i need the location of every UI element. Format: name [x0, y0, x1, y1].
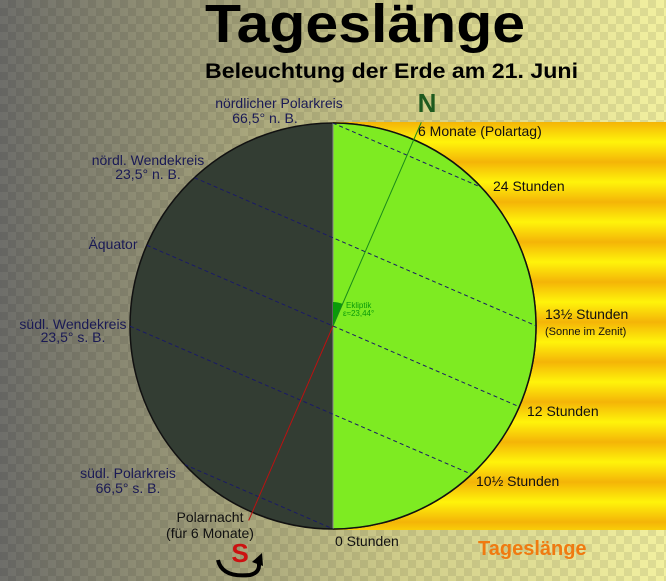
earth-axis-north [332, 122, 422, 327]
label-equator: Äquator [88, 236, 137, 252]
label-polar-night: Polarnacht [177, 509, 244, 525]
day-length-south-pole: 0 Stunden [335, 533, 399, 549]
day-length-zenith-note: (Sonne im Zenit) [545, 326, 626, 338]
day-length-tropic-s: 10½ Stunden [476, 473, 559, 489]
earth-axis-south [248, 325, 334, 521]
title: Tageslänge [205, 0, 525, 54]
ecliptic-value: ε≈23,44° [343, 309, 374, 318]
label-antarctic-circle: südl. Polarkreis [80, 465, 176, 481]
rotation-arrow-icon [216, 559, 261, 578]
rotation-arrow-head [252, 553, 263, 566]
day-length-equator: 12 Stunden [527, 403, 599, 419]
label-arctic-circle: nördlicher Polarkreis [215, 95, 343, 111]
label-antarctic-circle-deg: 66,5° s. B. [96, 480, 161, 496]
north-label: N [418, 88, 437, 118]
earth [129, 122, 537, 530]
legend-label: Tageslänge [478, 538, 587, 560]
label-tropic-cancer: nördl. Wendekreis [92, 152, 205, 168]
earth-day-side [333, 122, 537, 530]
day-length-arctic: 24 Stunden [493, 178, 565, 194]
latitude-line [194, 177, 536, 327]
label-polar-night-duration: (für 6 Monate) [166, 525, 254, 541]
label-arctic-circle-deg: 66,5° n. B. [232, 110, 298, 126]
label-tropic-capricorn: südl. Wendekreis [19, 316, 126, 332]
label-tropic-cancer-deg: 23,5° n. B. [115, 166, 181, 182]
ecliptic-label: Ekliptik [346, 301, 372, 310]
day-length-tropic-n: 13½ Stunden [545, 306, 628, 322]
latitude-line [130, 325, 472, 475]
day-length-polar-day: 6 Monate (Polartag) [418, 123, 542, 139]
label-tropic-capricorn-deg: 23,5° s. B. [41, 329, 106, 345]
subtitle: Beleuchtung der Erde am 21. Juni [205, 60, 578, 83]
south-label: S [231, 538, 248, 568]
